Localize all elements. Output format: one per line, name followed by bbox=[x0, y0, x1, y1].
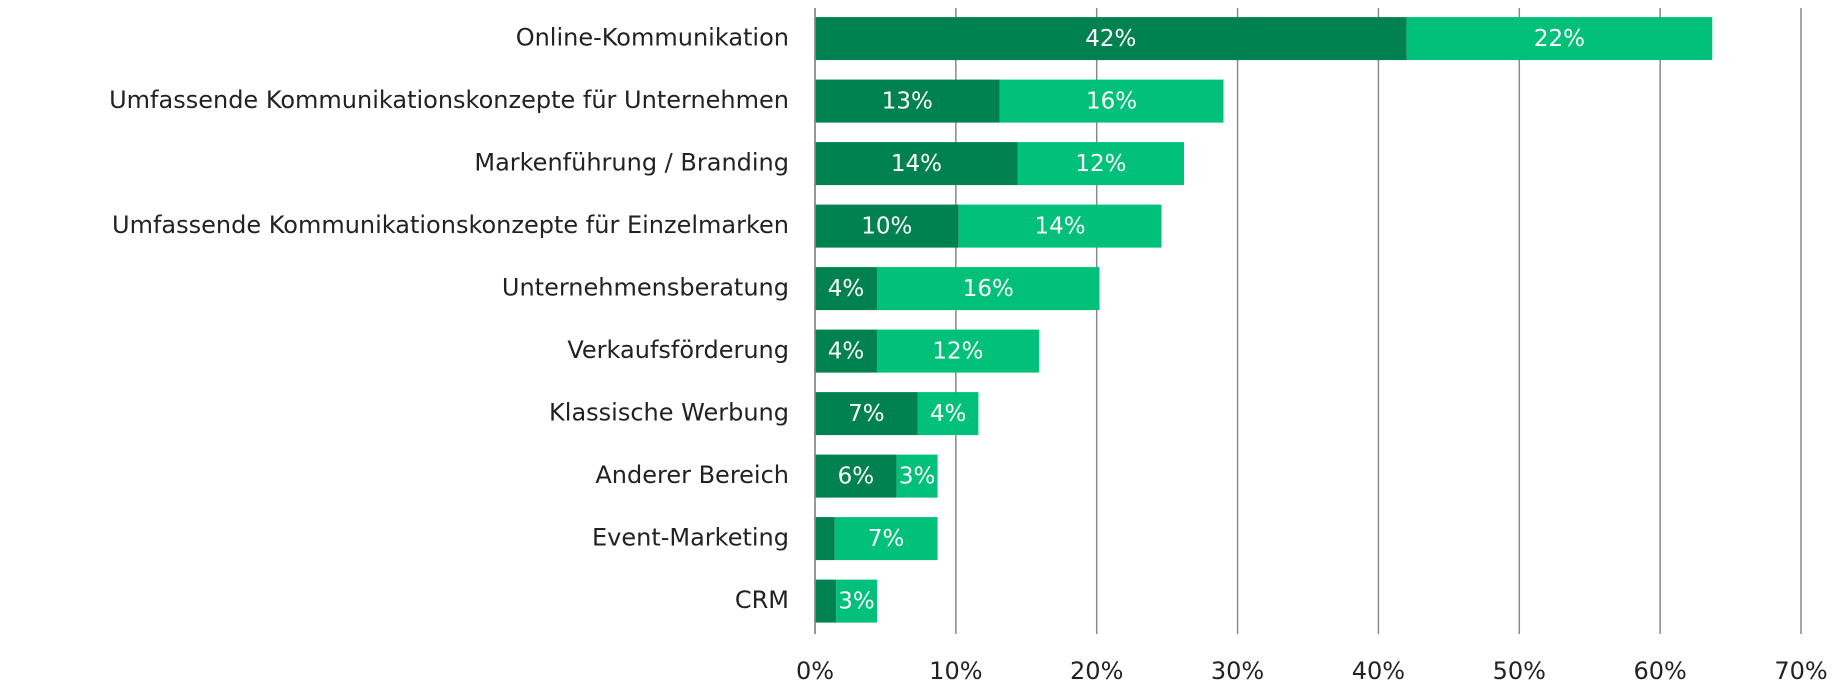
category-label: Umfassende Kommunikationskonzepte für Un… bbox=[109, 86, 789, 114]
bar-segment bbox=[815, 79, 1000, 123]
category-label: Anderer Bereich bbox=[595, 461, 789, 489]
bar-segment bbox=[876, 329, 1039, 373]
bar-segment bbox=[958, 204, 1162, 248]
category-label: CRM bbox=[735, 586, 789, 614]
category-label: Klassische Werbung bbox=[549, 399, 789, 427]
bar-segment bbox=[999, 79, 1224, 123]
bar-segment bbox=[836, 579, 877, 623]
x-tick-label: 10% bbox=[929, 657, 982, 681]
value-label: 3% bbox=[899, 464, 936, 490]
bar-segment bbox=[896, 454, 938, 498]
value-label: 7% bbox=[848, 401, 885, 427]
value-label: 6% bbox=[838, 464, 875, 490]
value-label: 4% bbox=[930, 401, 967, 427]
bar-segment bbox=[815, 579, 837, 623]
bar-segment bbox=[1017, 142, 1185, 186]
category-label: Event-Marketing bbox=[592, 524, 789, 552]
value-label: 7% bbox=[868, 526, 905, 552]
category-label: Online-Kommunikation bbox=[516, 24, 789, 52]
category-label: Umfassende Kommunikationskonzepte für Ei… bbox=[112, 211, 789, 239]
bar-segment bbox=[815, 17, 1407, 61]
value-label: 3% bbox=[838, 589, 875, 615]
bar-segment bbox=[815, 392, 918, 436]
bar-segment bbox=[815, 517, 835, 561]
value-label: 14% bbox=[891, 151, 942, 177]
value-label: 10% bbox=[861, 214, 912, 240]
value-label: 13% bbox=[882, 89, 933, 115]
value-label: 4% bbox=[828, 339, 865, 365]
value-label: 14% bbox=[1035, 214, 1086, 240]
bar-segment bbox=[815, 267, 877, 311]
value-label: 4% bbox=[828, 276, 865, 302]
bar-segment bbox=[815, 454, 897, 498]
x-tick-label: 0% bbox=[796, 657, 834, 681]
value-label: 16% bbox=[1086, 89, 1137, 115]
bar-segment bbox=[917, 392, 979, 436]
value-label: 22% bbox=[1534, 26, 1585, 52]
category-label: Unternehmensberatung bbox=[502, 274, 789, 302]
x-tick-label: 60% bbox=[1633, 657, 1686, 681]
x-tick-label: 70% bbox=[1774, 657, 1827, 681]
bar-segment bbox=[815, 329, 877, 373]
value-label: 16% bbox=[963, 276, 1014, 302]
bar-segment bbox=[834, 517, 938, 561]
bar-segment bbox=[815, 204, 959, 248]
value-label: 12% bbox=[1075, 151, 1126, 177]
value-label: 12% bbox=[932, 339, 983, 365]
category-label: Markenführung / Branding bbox=[474, 149, 789, 177]
x-tick-label: 30% bbox=[1211, 657, 1264, 681]
x-tick-label: 20% bbox=[1070, 657, 1123, 681]
bar-segment bbox=[876, 267, 1100, 311]
bar-segment bbox=[815, 142, 1018, 186]
bar-segment bbox=[1406, 17, 1713, 61]
x-tick-label: 50% bbox=[1493, 657, 1546, 681]
value-label: 42% bbox=[1085, 26, 1136, 52]
x-tick-label: 40% bbox=[1352, 657, 1405, 681]
category-label: Verkaufsförderung bbox=[567, 336, 789, 364]
